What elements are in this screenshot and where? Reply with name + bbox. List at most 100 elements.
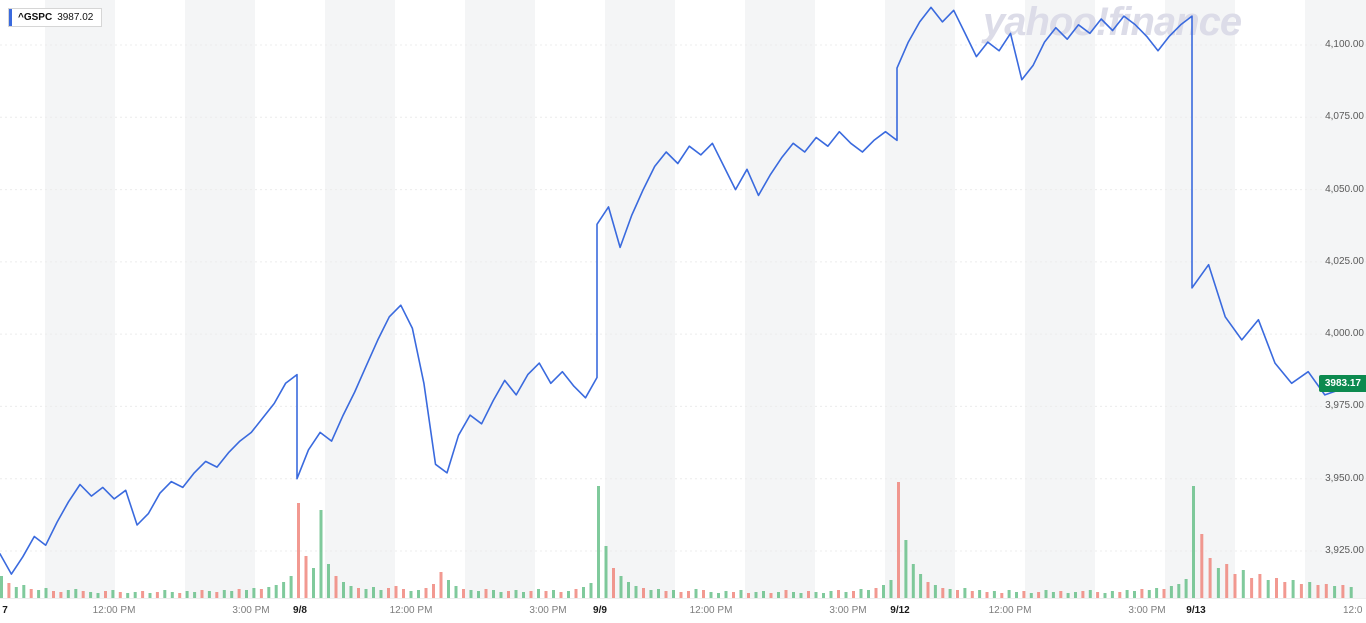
volume-bar bbox=[89, 592, 93, 598]
x-axis-day-label: 9/8 bbox=[293, 605, 307, 616]
volume-bar bbox=[327, 564, 330, 598]
volume-bar bbox=[754, 592, 758, 598]
volume-bar bbox=[963, 588, 967, 598]
volume-bar bbox=[1208, 558, 1212, 598]
volume-bar bbox=[1140, 589, 1144, 598]
volume-bar bbox=[904, 540, 908, 598]
volume-bar bbox=[1037, 592, 1041, 598]
volume-bar bbox=[1177, 584, 1181, 598]
volume-bar bbox=[372, 587, 375, 598]
volume-bar bbox=[1250, 578, 1254, 598]
volume-bar bbox=[252, 588, 256, 598]
volume-bar bbox=[672, 590, 675, 598]
volume-bar bbox=[1081, 591, 1085, 598]
volume-bar bbox=[1349, 587, 1353, 598]
volume-bar bbox=[439, 572, 443, 598]
volume-bar bbox=[364, 589, 368, 598]
volume-bar bbox=[163, 590, 167, 598]
volume-bar bbox=[274, 585, 278, 598]
volume-bar bbox=[694, 589, 698, 598]
volume-bar bbox=[992, 591, 996, 598]
volume-bar bbox=[777, 592, 780, 598]
volume-bar bbox=[859, 589, 863, 598]
volume-bar bbox=[29, 589, 33, 598]
volume-bar bbox=[477, 591, 480, 598]
volume-bar bbox=[0, 576, 3, 598]
volume-bar bbox=[185, 591, 189, 598]
volume-bar bbox=[74, 589, 78, 598]
volume-bar bbox=[747, 593, 750, 598]
volume-bar bbox=[724, 591, 728, 598]
volume-bar bbox=[237, 589, 241, 598]
volume-bar bbox=[1241, 570, 1245, 598]
volume-bar bbox=[642, 588, 645, 598]
volume-bar bbox=[319, 510, 323, 598]
volume-bar bbox=[52, 591, 55, 598]
volume-bar bbox=[155, 592, 159, 598]
volume-bar bbox=[492, 590, 495, 598]
volume-bar bbox=[739, 590, 743, 598]
volume-bar bbox=[1074, 592, 1077, 598]
volume-bar bbox=[657, 589, 660, 598]
volume-bar bbox=[559, 592, 563, 598]
volume-bar bbox=[133, 592, 137, 598]
x-axis-time-label: 12:00 PM bbox=[689, 605, 733, 616]
volume-bar bbox=[978, 590, 982, 598]
volume-bar bbox=[96, 593, 100, 598]
volume-bar bbox=[933, 585, 937, 598]
legend-symbol: ^GSPC bbox=[18, 12, 53, 23]
x-axis-time-label: 12:00 PM bbox=[988, 605, 1032, 616]
volume-bar bbox=[349, 586, 353, 598]
volume-bar bbox=[769, 593, 773, 598]
x-axis-time-label: 3:00 PM bbox=[1128, 605, 1166, 616]
volume-bar bbox=[1007, 590, 1011, 598]
volume-bar bbox=[104, 591, 107, 598]
price-line bbox=[0, 6, 1359, 575]
legend-value: 3987.02 bbox=[57, 12, 94, 23]
volume-bar bbox=[111, 590, 115, 598]
volume-bar bbox=[304, 556, 308, 598]
volume-bar bbox=[178, 593, 182, 598]
volume-bar bbox=[985, 592, 989, 598]
volume-bar bbox=[612, 568, 615, 598]
volume-bar bbox=[462, 589, 465, 598]
x-axis-time-label: 12:00 PM bbox=[92, 605, 136, 616]
volume-bar bbox=[215, 592, 219, 598]
volume-bar bbox=[889, 580, 893, 598]
volume-bar bbox=[1022, 591, 1026, 598]
volume-bar bbox=[1103, 593, 1107, 598]
chart-canvas[interactable] bbox=[0, 0, 1366, 598]
volume-bar bbox=[792, 592, 795, 598]
volume-bar bbox=[597, 486, 600, 598]
volume-bar bbox=[762, 591, 765, 598]
x-axis-time-label: 12:0 bbox=[1343, 605, 1363, 616]
x-axis-day-label: 9/12 bbox=[890, 605, 910, 616]
volume-bar bbox=[522, 592, 525, 598]
volume-bar bbox=[867, 590, 870, 598]
volume-bar bbox=[222, 590, 226, 598]
volume-bar bbox=[1015, 592, 1018, 598]
volume-bar bbox=[230, 591, 234, 598]
yahoo-finance-watermark: yahoo!finance bbox=[983, 0, 1242, 44]
volume-bar bbox=[1225, 564, 1229, 598]
volume-bar bbox=[499, 592, 503, 598]
volume-bar bbox=[911, 564, 915, 598]
volume-bar bbox=[1029, 593, 1033, 598]
volume-bar bbox=[1283, 582, 1287, 598]
volume-bar bbox=[799, 593, 803, 598]
volume-bar bbox=[649, 590, 653, 598]
volume-bar bbox=[193, 592, 197, 598]
volume-bar bbox=[44, 588, 48, 598]
volume-bar bbox=[484, 589, 488, 598]
volume-bar bbox=[126, 593, 130, 598]
volume-bar bbox=[200, 590, 204, 598]
volume-bar bbox=[529, 591, 533, 598]
volume-bar bbox=[844, 592, 848, 598]
volume-bar bbox=[567, 591, 570, 598]
volume-bar bbox=[948, 589, 952, 598]
volume-bar bbox=[552, 590, 555, 598]
volume-bar bbox=[589, 583, 593, 598]
volume-bar bbox=[1184, 579, 1188, 598]
volume-bar bbox=[882, 585, 885, 598]
